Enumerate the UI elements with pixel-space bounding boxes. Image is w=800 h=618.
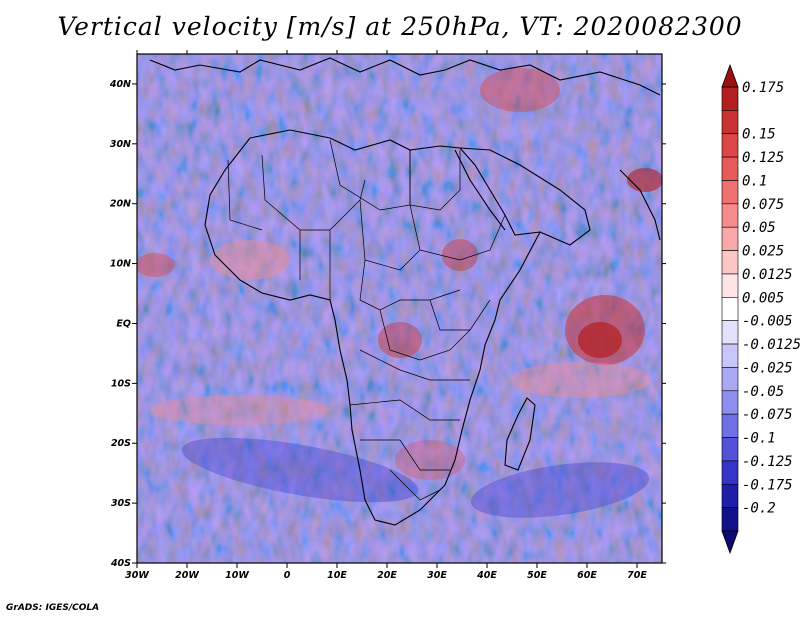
colorbar-swatch <box>721 413 739 438</box>
arabia-coastline <box>459 147 591 246</box>
colorbar-label: -0.075 <box>742 407 793 423</box>
colorbar-label: 0.15 <box>742 127 776 143</box>
x-tick-label: 20W <box>175 570 199 581</box>
colorbar-swatch <box>721 273 739 298</box>
x-tick-label: 10W <box>225 570 249 581</box>
x-tick-label: 30W <box>125 570 149 581</box>
colorbar-label: -0.05 <box>742 384 784 400</box>
colorbar-max-arrow <box>721 63 739 88</box>
x-tick-label: 10E <box>327 570 347 581</box>
y-tick-label: 20S <box>111 438 131 449</box>
colorbar-swatch <box>721 203 739 228</box>
x-tick-label: 70E <box>627 570 647 581</box>
y-tick-label: 10N <box>110 259 131 270</box>
y-tick-label: 20N <box>110 199 131 210</box>
y-tick-label: 40S <box>110 558 131 569</box>
x-tick-label: 0 <box>284 570 291 581</box>
y-tick-label: 10S <box>111 378 131 389</box>
x-axis: 30W 20W 10W 0 10E 20E 30E 40E 50E 60E 70E <box>125 50 647 581</box>
colorbar-label: -0.1 <box>742 431 776 447</box>
y-axis: 40S 30S 20S 10S EQ 10N 20N 30N 40N <box>109 79 666 569</box>
colorbar-swatch <box>721 297 739 321</box>
x-tick-label: 20E <box>377 570 397 581</box>
plot-frame <box>136 53 663 564</box>
colorbar-swatch <box>721 110 739 135</box>
credit-label: GrADS: IGES/COLA <box>6 603 100 613</box>
colorbar-label: 0.075 <box>742 197 784 213</box>
colorbar-label: 0.025 <box>742 244 784 260</box>
colorbar-label: -0.175 <box>742 477 793 493</box>
x-tick-label: 60E <box>577 570 597 581</box>
colorbar-label: -0.0125 <box>742 337 800 353</box>
colorbar-swatch <box>721 226 739 251</box>
colorbar-label: 0.125 <box>742 150 784 166</box>
colorbar-swatch <box>721 507 739 532</box>
y-tick-label: EQ <box>116 318 131 329</box>
velocity-field <box>137 54 662 563</box>
y-tick-label: 40N <box>109 79 131 90</box>
colorbar-swatch <box>721 250 739 275</box>
colorbar-label: 0.0125 <box>742 267 793 283</box>
colorbar: 0.175 0.15 0.125 0.1 0.075 0.05 0.025 0.0125 0.0… <box>721 63 800 555</box>
colorbar-swatch <box>721 483 739 508</box>
x-tick-label: 40E <box>476 570 497 581</box>
coastlines <box>149 57 661 526</box>
europe-coastline <box>149 57 661 96</box>
colorbar-swatch <box>721 390 739 415</box>
madagascar-coastline <box>504 397 536 471</box>
colorbar-label: 0.175 <box>742 80 784 96</box>
colorbar-label: -0.025 <box>742 360 793 376</box>
colorbar-swatch <box>721 343 739 368</box>
colorbar-swatch <box>721 320 739 345</box>
x-tick-label: 50E <box>527 570 547 581</box>
colorbar-label: 0.005 <box>742 290 784 306</box>
colorbar-swatch <box>721 180 739 205</box>
colorbar-label: -0.125 <box>742 454 793 470</box>
country-borders <box>227 139 506 501</box>
colorbar-swatch <box>721 86 739 111</box>
chart-title: Vertical velocity [m/s] at 250hPa, VT: 2… <box>57 12 743 41</box>
colorbar-label: -0.2 <box>742 501 776 517</box>
colorbar-swatch <box>721 156 739 181</box>
africa-coastline <box>204 129 541 526</box>
red-sea <box>454 149 506 231</box>
x-tick-label: 30E <box>427 570 447 581</box>
colorbar-label: 0.1 <box>742 173 767 189</box>
colorbar-min-arrow <box>721 530 739 555</box>
colorbar-swatch <box>721 437 739 462</box>
colorbar-swatch <box>721 133 739 158</box>
colorbar-swatch <box>721 367 739 392</box>
colorbar-label: -0.005 <box>742 314 793 330</box>
colorbar-label: 0.05 <box>742 220 776 236</box>
y-tick-label: 30S <box>111 498 131 509</box>
y-tick-label: 30N <box>110 139 131 150</box>
india-coastline <box>619 169 661 241</box>
colorbar-swatch <box>721 460 739 485</box>
